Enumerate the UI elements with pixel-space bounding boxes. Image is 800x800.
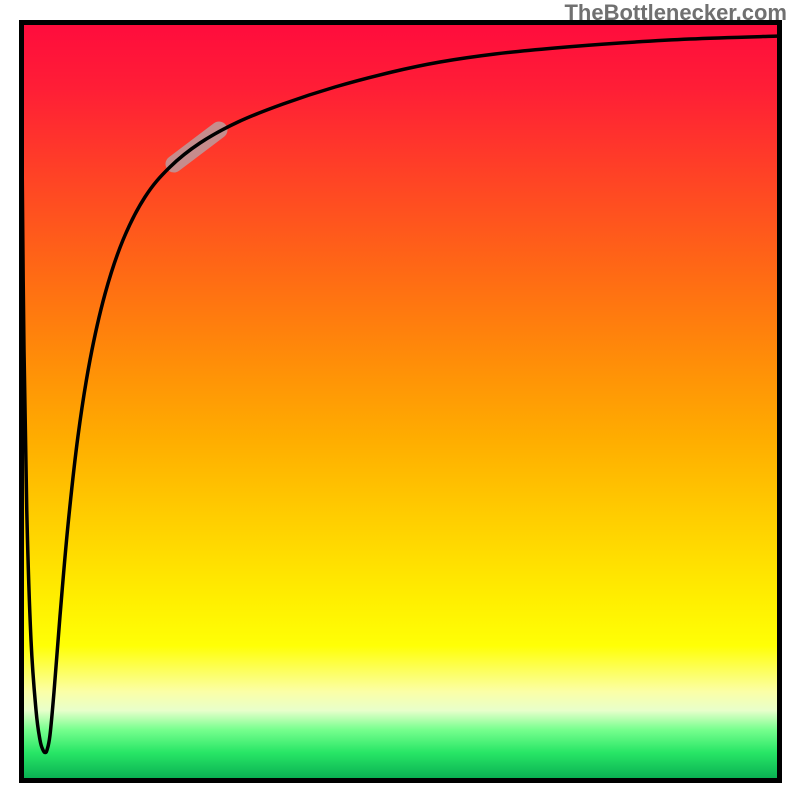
plot-area [19,20,782,783]
chart-stage: TheBottlenecker.com [0,0,800,800]
plot-border [22,23,780,781]
frame-layer [19,20,782,783]
watermark-text: TheBottlenecker.com [564,0,787,26]
plot [19,20,782,783]
